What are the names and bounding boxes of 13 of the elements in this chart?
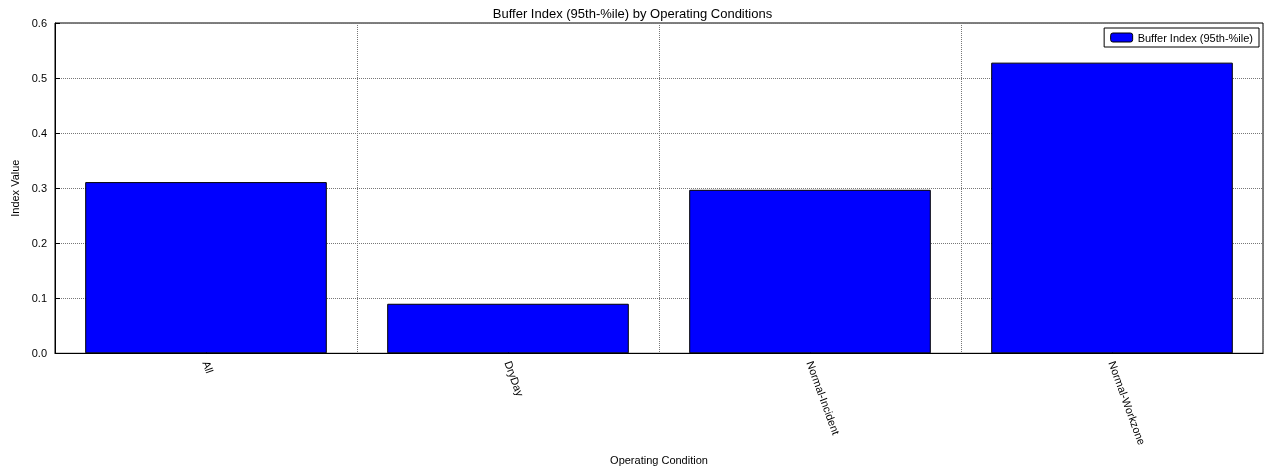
x-tick-label: All [200,359,216,375]
y-tick-label: 0.0 [31,347,47,360]
chart-title: Buffer Index (95th-%ile) by Operating Conditions [492,6,773,21]
y-tick-label: 0.5 [31,72,47,85]
legend-label: Buffer Index (95th-%ile) [1137,31,1253,44]
x-axis-title: Operating Condition [610,453,708,466]
y-axis-title: Index Value [9,159,22,217]
y-tick-label: 0.4 [31,127,47,140]
y-tick-label: 0.3 [31,182,47,195]
x-tick-label: DryDay [502,359,527,399]
y-tick-label: 0.6 [31,17,47,29]
y-tick-label: 0.1 [31,292,47,305]
y-tick-label: 0.2 [31,237,47,250]
